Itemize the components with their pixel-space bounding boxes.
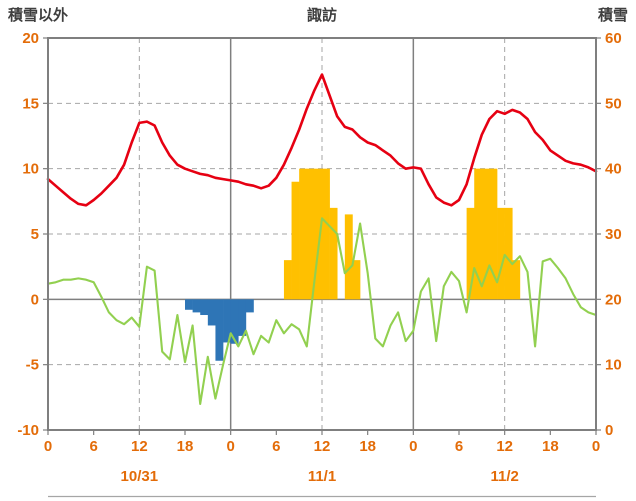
- x-axis-hour-label: 6: [455, 438, 463, 455]
- orange-bars-bar: [299, 168, 308, 300]
- blue-bars-bar: [223, 299, 231, 343]
- blue-bars-bar: [207, 299, 216, 326]
- blue-bars-bar: [192, 299, 201, 313]
- right-axis-tick-label: 0: [605, 422, 613, 439]
- orange-bars-bar: [306, 168, 315, 300]
- left-axis-tick-label: -5: [26, 357, 39, 374]
- blue-bars-bar: [238, 299, 247, 336]
- orange-bars-bar: [466, 207, 475, 300]
- blue-bars-bar: [215, 299, 224, 361]
- left-axis-tick-label: 10: [22, 161, 39, 178]
- blue-bars-bar: [185, 299, 193, 310]
- right-axis-tick-label: 60: [605, 30, 622, 47]
- orange-bars-bar: [352, 260, 361, 300]
- x-axis-hour-label: 18: [542, 438, 559, 455]
- blue-bars-bar: [245, 299, 254, 313]
- x-axis-date-label: 11/2: [490, 468, 518, 485]
- left-axis-tick-label: -10: [17, 422, 39, 439]
- x-axis-hour-label: 12: [496, 438, 513, 455]
- green-line: [46, 217, 598, 405]
- orange-bars-bar: [314, 168, 323, 300]
- orange-bars-bar: [322, 168, 330, 300]
- red-line: [46, 73, 598, 207]
- chart-title: 諏訪: [307, 6, 337, 24]
- x-axis-hour-label: 0: [592, 438, 600, 455]
- blue-bars-bar: [200, 299, 209, 316]
- right-axis-tick-label: 30: [605, 226, 622, 243]
- right-axis-title: 積雪: [597, 6, 628, 24]
- right-axis-tick-label: 10: [605, 357, 622, 374]
- x-axis-hour-label: 6: [89, 438, 97, 455]
- x-axis-date-label: 10/31: [121, 468, 159, 485]
- orange-bars-bar: [481, 168, 490, 300]
- x-axis-hour-label: 0: [409, 438, 417, 455]
- right-axis-tick-label: 20: [605, 291, 622, 308]
- orange-bars-bar: [329, 207, 338, 300]
- orange-bars-bar: [474, 168, 483, 300]
- x-axis-hour-label: 18: [359, 438, 376, 455]
- right-axis-tick-label: 50: [605, 95, 622, 112]
- orange-bars-bar: [512, 260, 521, 300]
- x-axis-hour-label: 0: [44, 438, 52, 455]
- x-axis-hour-label: 6: [272, 438, 280, 455]
- orange-bars-bar: [497, 207, 505, 300]
- x-axis-hour-label: 12: [314, 438, 331, 455]
- orange-bars-bar: [283, 260, 292, 300]
- blue-bars-bar: [230, 299, 239, 344]
- orange-bars-bar: [344, 214, 353, 300]
- right-axis-tick-label: 40: [605, 161, 622, 178]
- left-axis-tick-label: 15: [22, 95, 39, 112]
- left-axis-tick-label: 5: [31, 226, 39, 243]
- orange-bars-bar: [489, 168, 498, 300]
- left-axis-title: 積雪以外: [7, 6, 68, 24]
- x-axis-hour-label: 0: [226, 438, 234, 455]
- orange-bars-bar: [504, 207, 513, 300]
- x-axis-hour-label: 12: [131, 438, 148, 455]
- orange-bars-bar: [291, 181, 300, 300]
- x-axis-hour-label: 18: [177, 438, 194, 455]
- x-axis-date-label: 11/1: [308, 468, 336, 485]
- left-axis-tick-label: 20: [22, 30, 39, 47]
- left-axis-tick-label: 0: [31, 291, 39, 308]
